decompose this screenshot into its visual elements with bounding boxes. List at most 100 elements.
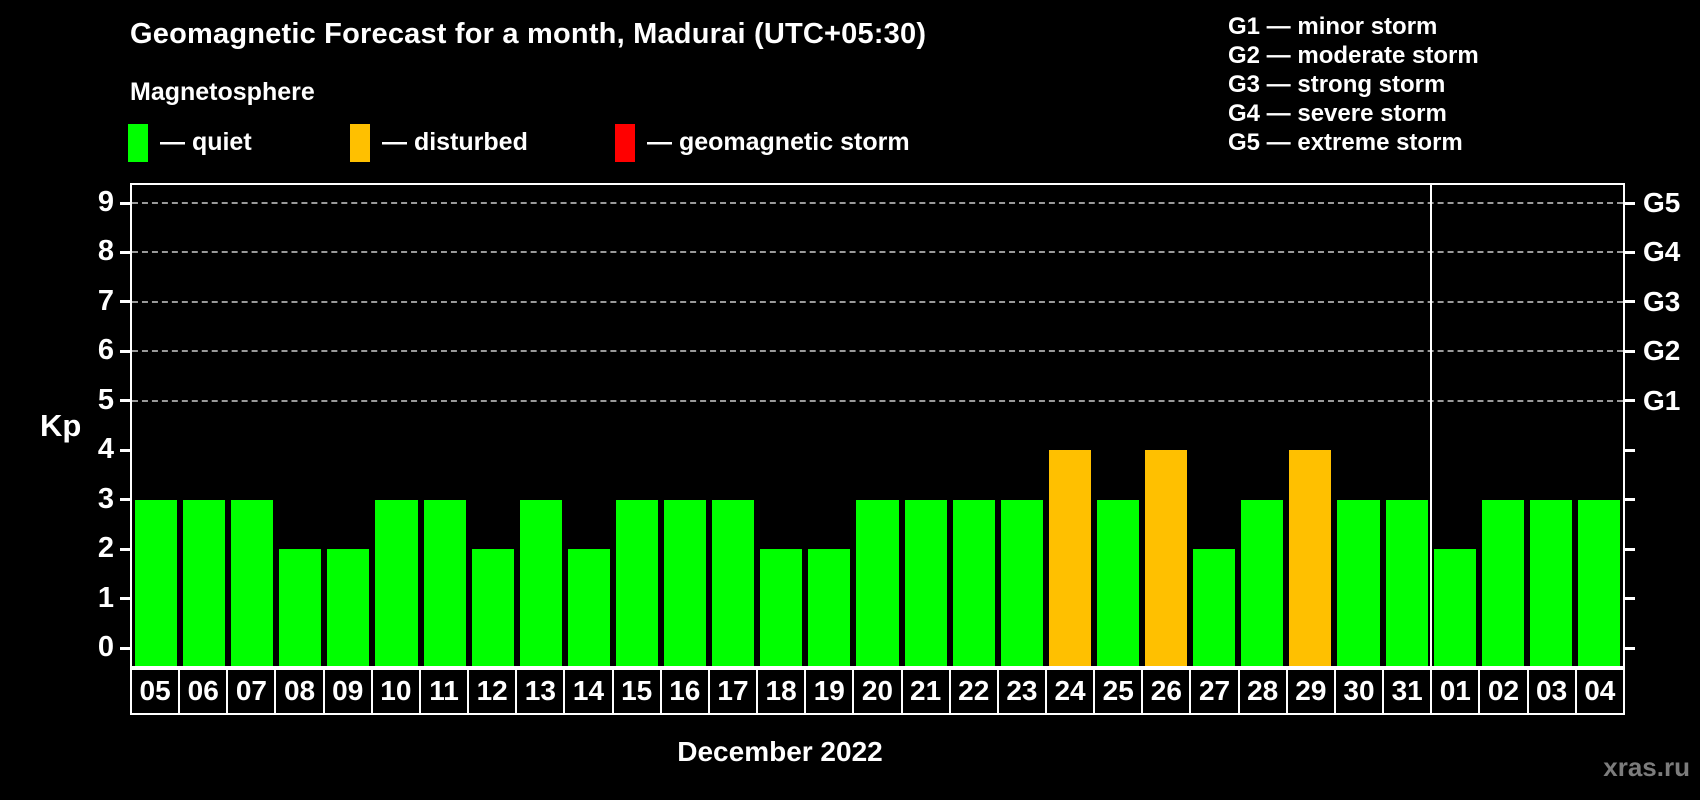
date-cell-16: 16 — [661, 670, 710, 713]
kp-bar-17 — [712, 499, 755, 666]
left-axis-tick-2 — [120, 547, 132, 551]
disturbed-color-swatch — [350, 124, 370, 162]
gridline-kp9 — [132, 202, 1623, 204]
kp-bar-06 — [183, 499, 226, 666]
right-axis-tick-9 — [1623, 201, 1635, 205]
date-cell-29: 29 — [1287, 670, 1336, 713]
kp-bar-21 — [904, 499, 947, 666]
kp-bar-27 — [1193, 549, 1236, 666]
g-scale-legend: G1 — minor storm G2 — moderate storm G3 … — [1228, 12, 1479, 157]
left-axis-tick-5 — [120, 399, 132, 403]
y-axis-tick-label-2: 2 — [97, 532, 114, 565]
kp-bar-15 — [615, 499, 659, 666]
kp-bar-20 — [856, 499, 899, 666]
date-cell-06: 06 — [180, 670, 229, 713]
kp-bar-25 — [1096, 499, 1140, 666]
date-cell-19: 19 — [806, 670, 855, 713]
y-axis-tick-label-5: 5 — [97, 383, 114, 416]
left-axis-tick-0 — [120, 646, 132, 650]
date-cell-26: 26 — [1143, 670, 1192, 713]
y-axis-tick-label-7: 7 — [97, 284, 114, 317]
kp-bar-10 — [375, 499, 418, 666]
quiet-legend-label: — quiet — [160, 128, 252, 156]
y-axis-tick-label-8: 8 — [97, 235, 114, 268]
left-axis-tick-6 — [120, 349, 132, 353]
month-label: December 2022 — [677, 736, 883, 767]
y-axis-tick-label-0: 0 — [97, 631, 114, 663]
watermark-xras: xras.ru — [1603, 752, 1690, 782]
legend-item-storm: — geomagnetic storm — [615, 124, 910, 162]
right-axis-tick-7 — [1623, 300, 1635, 304]
chart-plot-area — [130, 183, 1625, 668]
kp-bar-30 — [1337, 499, 1380, 666]
y-axis-tick-label-4: 4 — [97, 433, 114, 466]
legend-item-disturbed: — disturbed — [350, 124, 528, 162]
left-axis-tick-1 — [120, 597, 132, 601]
left-axis-tick-7 — [120, 300, 132, 304]
kp-bar-02 — [1481, 499, 1524, 666]
gridline-kp7 — [132, 300, 1623, 303]
storm-legend-label: — geomagnetic storm — [647, 128, 910, 156]
kp-bar-22 — [952, 499, 995, 666]
quiet-color-swatch — [128, 124, 148, 162]
date-cell-01: 01 — [1432, 670, 1481, 713]
date-cell-05: 05 — [132, 670, 181, 713]
right-axis-tick-4 — [1623, 448, 1635, 452]
left-axis-tick-4 — [120, 448, 132, 452]
right-axis-g-label-g2: G2 — [1643, 335, 1681, 367]
kp-bar-11 — [423, 499, 466, 666]
left-axis-tick-9 — [120, 201, 132, 205]
g-legend-item-g3: G3 — strong storm — [1228, 71, 1446, 98]
y-axis-tick-label-1: 1 — [97, 581, 114, 614]
kp-bar-19 — [808, 549, 851, 666]
kp-bar-18 — [760, 549, 803, 666]
left-axis-tick-8 — [120, 250, 132, 254]
right-axis-tick-8 — [1623, 250, 1635, 254]
left-axis-tick-3 — [120, 498, 132, 502]
right-axis-tick-2 — [1623, 547, 1635, 551]
date-cell-09: 09 — [324, 670, 373, 713]
date-cell-31: 31 — [1384, 670, 1433, 713]
date-cell-04: 04 — [1576, 670, 1623, 713]
date-cell-20: 20 — [854, 670, 903, 713]
y-axis-title-kp: Kp — [40, 408, 82, 443]
date-cell-14: 14 — [565, 670, 614, 713]
date-cell-07: 07 — [228, 670, 277, 713]
kp-bar-07 — [231, 499, 274, 666]
right-axis-tick-6 — [1623, 349, 1635, 353]
date-cell-23: 23 — [998, 670, 1047, 713]
date-cell-24: 24 — [1046, 670, 1096, 713]
date-cell-22: 22 — [950, 670, 999, 713]
date-cell-08: 08 — [276, 670, 325, 713]
date-cell-02: 02 — [1480, 670, 1529, 713]
storm-color-swatch — [615, 124, 635, 162]
kp-bar-13 — [519, 499, 562, 666]
disturbed-legend-label: — disturbed — [382, 128, 528, 156]
kp-bar-12 — [471, 549, 514, 666]
kp-bar-26 — [1145, 450, 1188, 666]
kp-bar-09 — [327, 549, 370, 666]
right-axis-g-label-g3: G3 — [1643, 285, 1681, 317]
right-axis-g-label-g1: G1 — [1643, 384, 1681, 416]
legend-item-quiet: — quiet — [128, 124, 252, 162]
date-cell-30: 30 — [1335, 670, 1385, 713]
kp-bar-24 — [1048, 450, 1091, 666]
date-axis-row: 05 06 07 08 09 10 11 12 13 14 15 16 17 18 19 20 21 22 23 24… — [130, 668, 1625, 715]
g-legend-item-g2: G2 — moderate storm — [1228, 42, 1479, 69]
right-axis-tick-0 — [1623, 646, 1635, 650]
kp-bar-23 — [1000, 499, 1043, 666]
y-axis-tick-label-6: 6 — [97, 334, 114, 367]
kp-bar-16 — [664, 499, 707, 666]
right-axis-tick-1 — [1623, 597, 1635, 601]
date-cell-25: 25 — [1095, 670, 1144, 713]
kp-bar-08 — [279, 549, 322, 666]
date-cell-18: 18 — [758, 670, 807, 713]
kp-bar-05 — [135, 499, 178, 666]
kp-bar-31 — [1385, 499, 1428, 666]
kp-bar-14 — [567, 549, 610, 666]
y-axis-tick-label-3: 3 — [97, 482, 114, 515]
kp-bar-04 — [1577, 499, 1620, 666]
g-legend-item-g5: G5 — extreme storm — [1228, 129, 1463, 156]
kp-bar-01 — [1433, 549, 1476, 666]
